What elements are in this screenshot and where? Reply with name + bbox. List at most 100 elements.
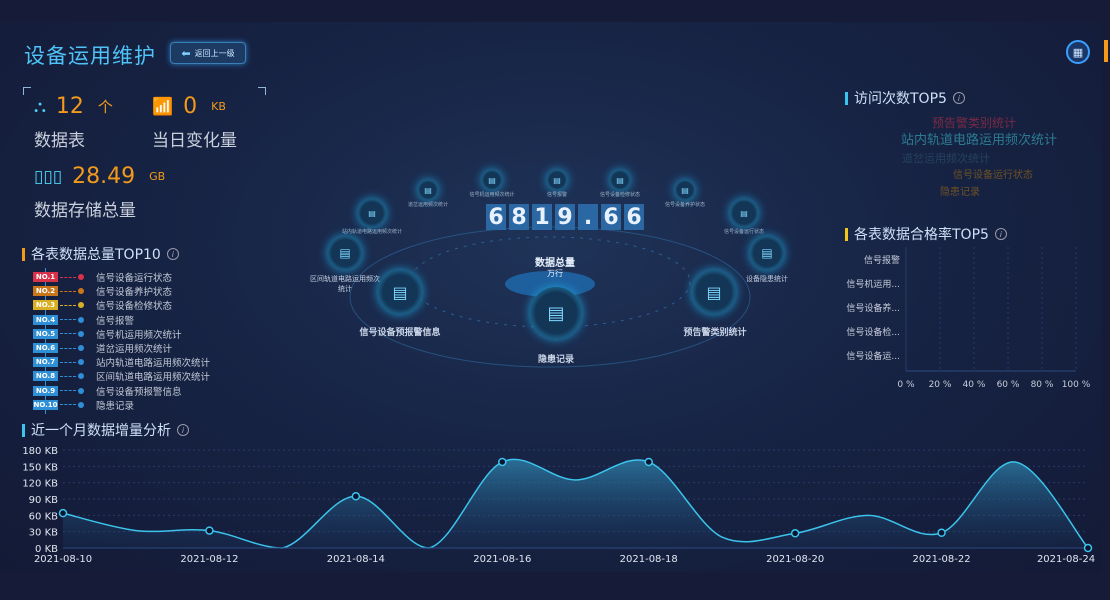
rank-label: 信号设备预报警信息 <box>96 386 182 398</box>
info-icon[interactable]: i <box>952 92 965 104</box>
node-label: 隐患记录 <box>537 355 574 365</box>
list-icon: ▤ <box>339 246 351 260</box>
rank-dot <box>78 330 84 337</box>
rank-label: 信号设备养护状态 <box>96 287 173 299</box>
rank-label: 信号报警 <box>96 315 135 327</box>
stat-daily-change: 📶 0 KB <box>152 94 226 119</box>
increment-chart: 0 KB 30 KB 60 KB 90 KB 120 KB 150 KB 180 KB 202… <box>22 446 1095 565</box>
x-tick-label: 2021-08-20 <box>766 554 824 565</box>
x-tick-label: 2021-08-12 <box>180 554 238 565</box>
side-tab[interactable] <box>1104 40 1108 62</box>
list-icon: ▤ <box>368 208 376 218</box>
rank-badge: NO.4 <box>33 314 58 325</box>
section-title: 各表数据合格率TOP5 <box>854 227 989 243</box>
rank-item[interactable]: NO.6 道岔运用频次统计 <box>33 341 172 355</box>
x-tick-label: 80 % <box>1031 380 1054 390</box>
dashboard-screen: 设备运用维护 ⬅ 返回上一级 ▦ ⛬ 12 个 数据表 📶 0 KB 当日变化量 ▯▯… <box>0 22 1102 572</box>
word-cloud: 预告警类别统计 站内轨道电路运用频次统计 道岔运用频次统计 信号设备运行状态 隐… <box>890 116 1095 206</box>
section-title: 各表数据总量TOP10 <box>31 247 161 263</box>
back-button[interactable]: ⬅ 返回上一级 <box>170 42 246 64</box>
info-icon[interactable]: i <box>166 248 179 260</box>
data-point <box>58 508 68 518</box>
y-tick-label: 150 KB <box>22 462 58 473</box>
y-tick-label: 120 KB <box>22 479 58 490</box>
stat-value: 0 <box>183 94 198 119</box>
rank-dot <box>78 316 84 323</box>
category-label: 信号设备养... <box>846 302 900 314</box>
connector <box>60 276 76 278</box>
stat-tables: ⛬ 12 个 <box>34 94 113 119</box>
rank-dot <box>78 345 84 351</box>
rank-item[interactable]: NO.7 站内轨道电路运用频次统计 <box>33 355 210 369</box>
word-cloud-item[interactable]: 信号设备运行状态 <box>953 170 1033 181</box>
list-icon: ▤ <box>761 246 773 260</box>
counter-digit: 9 <box>555 204 575 230</box>
node-warning-info[interactable]: ▤ <box>378 270 422 314</box>
node-small[interactable]: ▤ <box>547 170 567 190</box>
list-icon: ▤ <box>740 208 748 218</box>
rank-label: 区间轨道电路运用频次统计 <box>96 372 211 384</box>
list-icon: ▤ <box>392 282 408 302</box>
grid-menu-button[interactable]: ▦ <box>1066 40 1090 64</box>
section-top10-header: 各表数据总量TOP10 i <box>22 244 179 264</box>
list-icon: ▤ <box>488 175 496 185</box>
node-small[interactable]: ▤ <box>482 170 502 190</box>
rank-item[interactable]: NO.10 隐患记录 <box>33 398 134 412</box>
stat-unit: 个 <box>97 98 113 116</box>
node-small[interactable]: ▤ <box>675 180 695 200</box>
counter-digit: 8 <box>509 204 529 230</box>
connector <box>60 390 76 392</box>
list-icon: ▤ <box>616 175 624 185</box>
x-tick-label: 40 % <box>963 380 986 390</box>
rank-badge: NO.3 <box>33 300 58 311</box>
category-label: 信号设备运... <box>846 350 900 362</box>
counter-digit: 1 <box>532 204 552 230</box>
rank-item[interactable]: NO.5 信号机运用频次统计 <box>33 327 182 341</box>
rank-item[interactable]: NO.1 信号设备运行状态 <box>33 270 172 284</box>
stat-unit: GB <box>149 170 166 183</box>
rank-badge: NO.7 <box>33 357 58 368</box>
node-label: 信号设备检修状态 <box>599 192 640 198</box>
rank-item[interactable]: NO.3 信号设备检修状态 <box>33 298 172 312</box>
rank-item[interactable]: NO.2 信号设备养护状态 <box>33 284 172 298</box>
rank-badge: NO.10 <box>33 399 58 410</box>
connector <box>60 333 76 335</box>
rank-dot <box>78 359 84 366</box>
word-cloud-item[interactable]: 道岔运用频次统计 <box>902 152 990 165</box>
arrow-left-icon: ⬅ <box>181 46 191 60</box>
connector <box>60 290 76 292</box>
rank-label: 站内轨道电路运用频次统计 <box>96 358 211 370</box>
rank-badge: NO.1 <box>33 272 58 282</box>
node-alarm-category[interactable]: ▤ <box>692 270 736 314</box>
section-visits-header: 访问次数TOP5 i <box>845 88 965 108</box>
area-fill <box>63 459 1088 548</box>
total-label: 数据总量 <box>535 258 575 269</box>
node-small[interactable]: ▤ <box>358 199 386 227</box>
node-small[interactable]: ▤ <box>610 170 630 190</box>
stat-storage: ▯▯▯ 28.49 GB <box>34 164 165 189</box>
word-cloud-item[interactable]: 预告警类别统计 <box>932 116 1017 130</box>
rank-item[interactable]: NO.4 信号报警 <box>33 313 134 327</box>
x-tick-label: 0 % <box>897 380 915 390</box>
word-cloud-item[interactable]: 站内轨道电路运用频次统计 <box>901 133 1058 148</box>
data-point <box>205 526 214 535</box>
rank-item[interactable]: NO.8 区间轨道电路运用频次统计 <box>33 369 210 383</box>
node-device-hazard[interactable]: ▤ <box>750 236 784 270</box>
rank-label: 信号设备运行状态 <box>96 273 173 284</box>
rank-dot <box>78 373 84 380</box>
x-tick-label: 100 % <box>1062 380 1091 390</box>
node-label: 信号报警 <box>546 192 567 198</box>
info-icon[interactable]: i <box>177 424 189 436</box>
x-tick-label: 2021-08-16 <box>473 554 531 565</box>
counter-digit: 6 <box>486 204 506 230</box>
x-tick-label: 2021-08-14 <box>327 554 385 565</box>
rank-item[interactable]: NO.9 信号设备预报警信息 <box>33 384 182 398</box>
node-small[interactable]: ▤ <box>730 199 758 227</box>
rank-dot <box>78 401 84 408</box>
node-hazard-records[interactable]: ▤ <box>530 287 582 339</box>
y-tick-label: 180 KB <box>22 446 58 457</box>
node-section-track[interactable]: ▤ <box>328 236 362 270</box>
word-cloud-item[interactable]: 隐患记录 <box>940 187 980 198</box>
node-small[interactable]: ▤ <box>418 180 438 200</box>
info-icon[interactable]: i <box>994 228 1007 240</box>
